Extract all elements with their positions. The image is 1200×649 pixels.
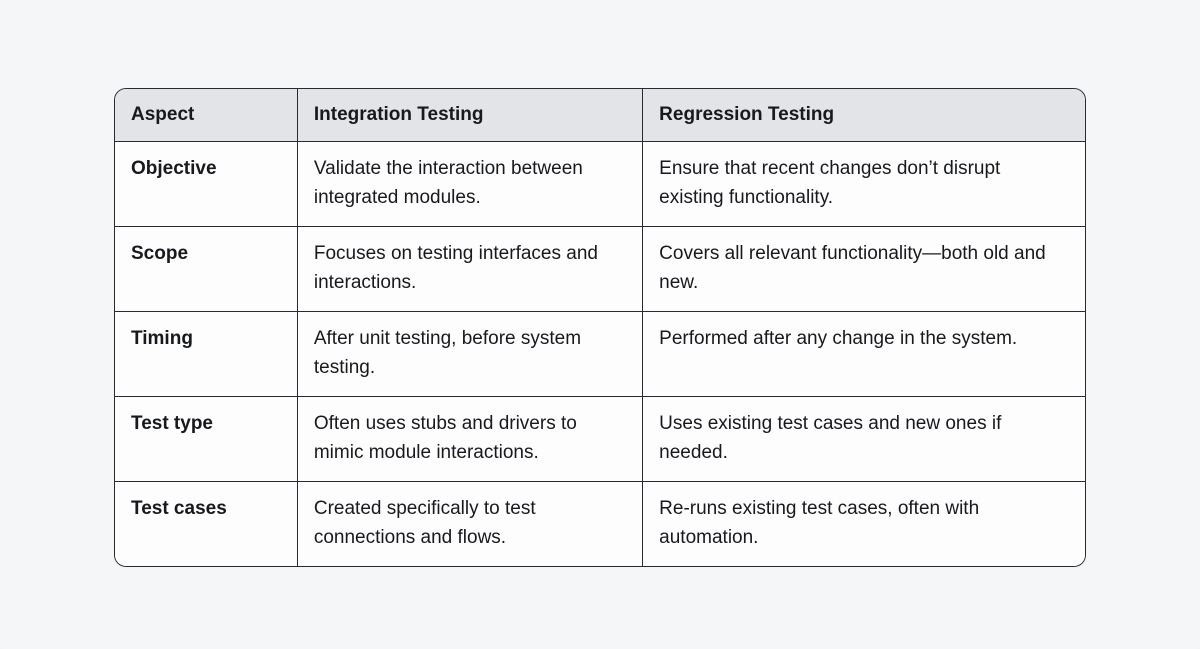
table-row: Test cases Created specifically to test … — [115, 480, 1085, 566]
cell-objective-integration: Validate the interaction between integra… — [296, 140, 644, 227]
table-row: Test type Often uses stubs and drivers t… — [115, 395, 1085, 482]
cell-objective-regression: Ensure that recent changes don’t disrupt… — [642, 140, 1085, 227]
row-label-scope: Scope — [115, 225, 298, 312]
column-header-integration-testing: Integration Testing — [296, 89, 644, 142]
cell-timing-regression: Performed after any change in the system… — [642, 310, 1085, 397]
header-row: Aspect Integration Testing Regression Te… — [115, 89, 1085, 142]
cell-test-type-integration: Often uses stubs and drivers to mimic mo… — [296, 395, 644, 482]
comparison-table-container: Aspect Integration Testing Regression Te… — [114, 88, 1086, 567]
cell-test-cases-integration: Created specifically to test connections… — [296, 480, 644, 566]
cell-scope-regression: Covers all relevant functionality—both o… — [642, 225, 1085, 312]
comparison-table: Aspect Integration Testing Regression Te… — [115, 89, 1085, 566]
table-body: Objective Validate the interaction betwe… — [115, 140, 1085, 566]
column-header-aspect: Aspect — [115, 89, 298, 142]
column-header-regression-testing: Regression Testing — [642, 89, 1085, 142]
table-header: Aspect Integration Testing Regression Te… — [115, 89, 1085, 142]
table-row: Timing After unit testing, before system… — [115, 310, 1085, 397]
table-row: Scope Focuses on testing interfaces and … — [115, 225, 1085, 312]
cell-timing-integration: After unit testing, before system testin… — [296, 310, 644, 397]
row-label-objective: Objective — [115, 140, 298, 227]
cell-test-cases-regression: Re-runs existing test cases, often with … — [642, 480, 1085, 566]
cell-test-type-regression: Uses existing test cases and new ones if… — [642, 395, 1085, 482]
cell-scope-integration: Focuses on testing interfaces and intera… — [296, 225, 644, 312]
row-label-test-type: Test type — [115, 395, 298, 482]
table-row: Objective Validate the interaction betwe… — [115, 140, 1085, 227]
row-label-test-cases: Test cases — [115, 480, 298, 566]
row-label-timing: Timing — [115, 310, 298, 397]
